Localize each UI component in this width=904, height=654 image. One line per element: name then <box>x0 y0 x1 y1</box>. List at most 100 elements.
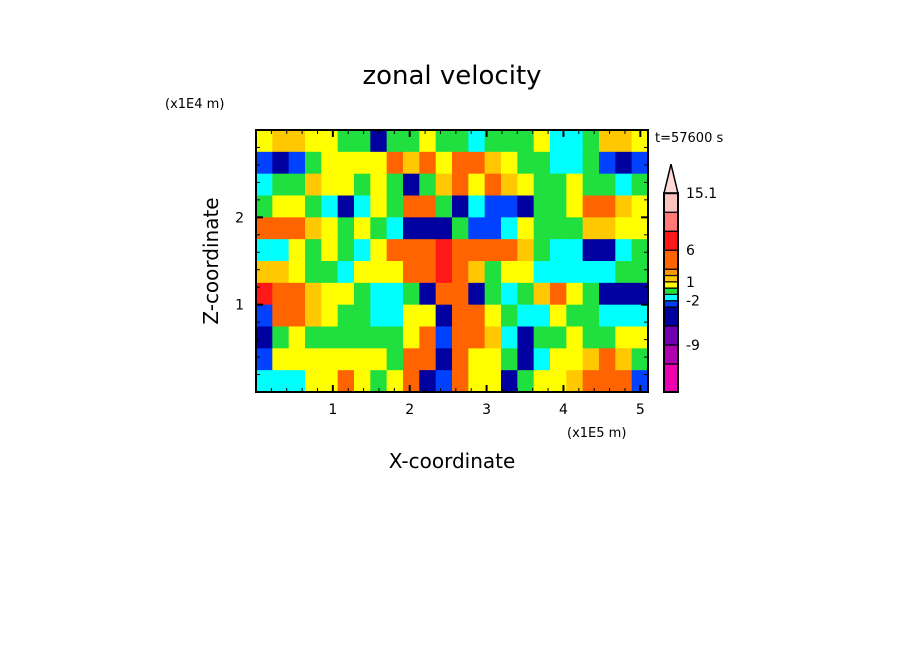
contour-cell <box>452 261 469 284</box>
y-axis-label: Z-coordinate <box>199 197 223 324</box>
chart-title: zonal velocity <box>362 61 541 91</box>
contour-cell <box>337 173 355 197</box>
contour-cell <box>337 261 355 284</box>
contour-cell <box>256 217 273 240</box>
colorbar-band <box>663 192 679 213</box>
colorbar-labels: 15.1 6 1 -2 -9 <box>686 186 717 354</box>
contour-cell <box>517 304 535 328</box>
contour-cell <box>631 239 649 262</box>
contour-cell <box>256 282 273 306</box>
contour-cell <box>566 195 584 218</box>
contour-cell <box>468 261 486 284</box>
contour-cell <box>370 304 388 328</box>
x-tick-label: 4 <box>559 402 568 418</box>
contour-cell <box>370 239 388 262</box>
contour-cell <box>501 151 518 175</box>
contour-cell <box>599 326 616 349</box>
contour-cell <box>517 195 535 218</box>
y-tick-label: 2 <box>235 210 244 226</box>
contour-cell <box>582 348 600 371</box>
colorbar <box>663 164 679 393</box>
contour-cell <box>566 217 584 240</box>
contour-cell <box>533 195 551 218</box>
colorbar-band <box>663 300 679 308</box>
contour-cell <box>550 326 567 349</box>
contour-cell <box>403 261 420 284</box>
contour-cell <box>435 326 453 349</box>
contour-cell <box>354 195 371 218</box>
contour-cell <box>452 348 469 371</box>
contour-cell <box>403 326 420 349</box>
contour-cell <box>566 261 584 284</box>
contour-cell <box>615 173 633 197</box>
contour-cell <box>484 195 502 218</box>
contour-cell <box>566 130 584 153</box>
contour-cell <box>550 304 567 328</box>
x-scale-label: (x1E5 m) <box>567 426 626 441</box>
contour-cell <box>419 282 437 306</box>
contour-cell <box>468 195 486 218</box>
contour-cell <box>501 261 518 284</box>
contour-cell <box>501 348 518 371</box>
contour-cell <box>517 239 535 262</box>
contour-cell <box>599 130 616 153</box>
contour-cell <box>501 239 518 262</box>
contour-cell <box>533 261 551 284</box>
contour-cell <box>484 130 502 153</box>
contour-cell <box>321 217 339 240</box>
contour-cell <box>370 217 388 240</box>
contour-cell <box>582 261 600 284</box>
contour-cell <box>321 326 339 349</box>
contour-cell <box>533 326 551 349</box>
contour-cell <box>403 304 420 328</box>
contour-cell <box>533 130 551 153</box>
contour-cell <box>305 173 322 197</box>
contour-cell <box>615 326 633 349</box>
contour-cell <box>370 130 388 153</box>
x-tick-labels: 1 2 3 4 5 <box>328 402 644 418</box>
colorbar-band <box>663 249 679 270</box>
contour-cell <box>517 348 535 371</box>
contour-cell <box>321 130 339 153</box>
contour-cell <box>517 130 535 153</box>
contour-cell <box>403 370 420 393</box>
contour-cell <box>435 348 453 371</box>
contour-cell <box>599 217 616 240</box>
contour-cell <box>599 173 616 197</box>
contour-cell <box>582 304 600 328</box>
contour-cell <box>517 261 535 284</box>
contour-cell <box>533 173 551 197</box>
contour-cell <box>403 130 420 153</box>
contour-cell <box>305 348 322 371</box>
contour-cell <box>533 304 551 328</box>
contour-cell <box>288 326 306 349</box>
contour-cell <box>468 348 486 371</box>
contour-cell <box>452 173 469 197</box>
contour-cell <box>484 370 502 393</box>
contour-cell <box>337 370 355 393</box>
contour-cell <box>272 217 290 240</box>
contour-cell <box>435 195 453 218</box>
contour-cell <box>321 304 339 328</box>
contour-cell <box>354 348 371 371</box>
contour-cell <box>337 195 355 218</box>
contour-cell <box>288 304 306 328</box>
y-tick-labels: 12 <box>235 210 244 313</box>
contour-cell <box>386 348 404 371</box>
contour-cell <box>435 304 453 328</box>
contour-cell <box>435 239 453 262</box>
contour-cell <box>599 304 616 328</box>
contour-cell <box>256 151 273 175</box>
contour-cell <box>533 151 551 175</box>
contour-cell <box>582 130 600 153</box>
contour-cell <box>550 239 567 262</box>
contour-cell <box>354 282 371 306</box>
contour-cell <box>272 326 290 349</box>
contour-cell <box>321 282 339 306</box>
contour-cell <box>501 173 518 197</box>
contour-cell <box>337 348 355 371</box>
contour-cell <box>517 217 535 240</box>
contour-cell <box>321 195 339 218</box>
contour-cell <box>386 217 404 240</box>
contour-cell <box>550 348 567 371</box>
